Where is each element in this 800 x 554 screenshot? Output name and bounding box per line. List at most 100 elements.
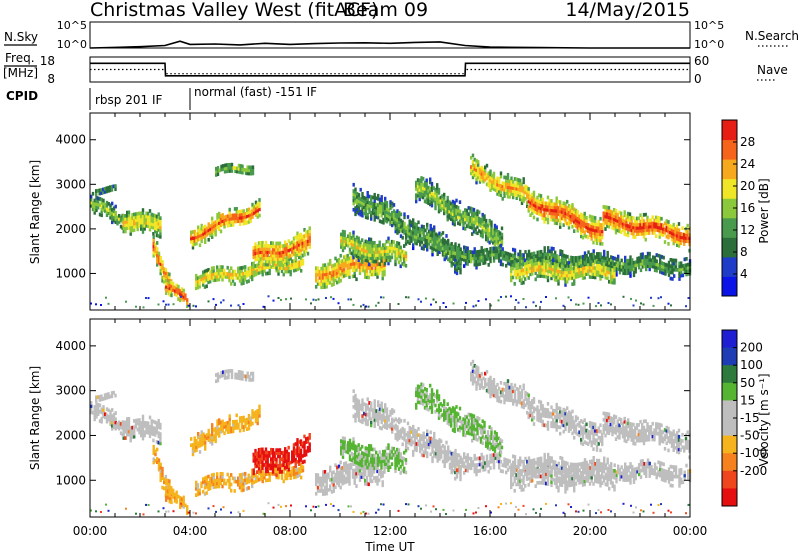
power-cell xyxy=(464,208,467,212)
power-cell xyxy=(375,205,378,210)
power-cell xyxy=(237,219,240,223)
power-cell xyxy=(366,249,369,254)
power-cell xyxy=(431,227,434,232)
power-cell xyxy=(211,232,214,236)
power-cell xyxy=(580,228,583,232)
power-cell xyxy=(244,211,247,216)
power-cell xyxy=(294,244,297,249)
power-cell xyxy=(494,182,497,186)
power-cell xyxy=(492,252,496,257)
power-cell xyxy=(602,268,606,273)
power-cell xyxy=(420,182,423,187)
power-cell xyxy=(348,259,351,264)
power-cell xyxy=(387,211,390,216)
power-cell xyxy=(557,269,560,274)
power-cell xyxy=(339,266,342,271)
velocity-cell xyxy=(112,412,116,417)
power-cell xyxy=(234,166,237,170)
power-cell xyxy=(148,221,152,226)
power-cell xyxy=(491,252,494,257)
power-cell xyxy=(161,263,164,267)
power-cell xyxy=(587,226,590,230)
power-cell xyxy=(505,254,508,259)
power-cell xyxy=(133,215,136,220)
power-cell xyxy=(567,261,571,265)
power-cell xyxy=(569,220,572,225)
power-cell xyxy=(444,203,448,208)
power-cell xyxy=(527,196,530,201)
power-cell xyxy=(574,218,578,222)
power-cell xyxy=(657,297,660,300)
power-cell xyxy=(126,213,129,218)
power-cell xyxy=(505,257,508,262)
power-cell xyxy=(566,199,569,204)
power-cell xyxy=(470,171,473,176)
velocity-cell xyxy=(256,418,259,423)
power-cell xyxy=(520,268,523,273)
power-cell xyxy=(495,241,498,245)
power-cell xyxy=(620,224,623,228)
velocity-cell xyxy=(163,486,166,491)
power-cell xyxy=(473,256,476,261)
power-cell xyxy=(96,188,100,193)
power-cell xyxy=(664,272,667,276)
power-cell xyxy=(140,214,143,219)
velocity-cell xyxy=(216,431,219,436)
power-cell xyxy=(488,240,491,245)
power-cell xyxy=(500,296,502,298)
velocity-cell xyxy=(240,479,243,483)
power-cell xyxy=(237,304,240,307)
power-cell xyxy=(515,258,518,262)
power-cell xyxy=(246,211,249,215)
power-cell xyxy=(433,237,436,242)
velocity-cell xyxy=(271,454,275,458)
power-cell xyxy=(270,244,273,249)
power-cell xyxy=(543,274,546,279)
power-cell xyxy=(127,219,131,224)
velocity-cell xyxy=(266,463,269,467)
power-cell xyxy=(553,265,557,269)
power-cell xyxy=(286,269,289,274)
power-cell xyxy=(190,236,193,241)
power-cell xyxy=(387,246,390,250)
power-cell xyxy=(649,227,653,232)
power-cell xyxy=(448,206,451,211)
power-cell xyxy=(280,260,284,264)
velocity-cell xyxy=(211,426,214,430)
power-cell xyxy=(348,235,352,239)
power-cell xyxy=(625,265,629,269)
power-cell xyxy=(251,274,254,279)
power-cell xyxy=(645,258,648,262)
power-cell xyxy=(343,274,346,278)
power-cell xyxy=(452,247,455,252)
power-cell xyxy=(557,209,560,213)
power-cell xyxy=(427,188,430,193)
power-cell xyxy=(639,262,643,266)
velocity-cell xyxy=(270,457,273,461)
power-cell xyxy=(635,216,639,221)
power-cell xyxy=(159,225,162,230)
power-cell xyxy=(334,275,337,279)
power-cell xyxy=(443,195,446,200)
power-cell xyxy=(460,219,463,224)
power-cell xyxy=(585,234,588,239)
velocity-cell xyxy=(275,469,278,473)
power-cell xyxy=(484,254,487,259)
power-cell xyxy=(100,188,103,192)
velocity-cell xyxy=(129,435,132,440)
power-cell xyxy=(348,275,351,279)
power-cell xyxy=(441,206,444,211)
power-cell xyxy=(628,224,632,229)
power-cell xyxy=(471,250,475,255)
power-cell xyxy=(515,186,518,191)
power-cell xyxy=(347,237,350,242)
power-colorbar-segment xyxy=(722,198,737,219)
velocity-cell xyxy=(286,473,289,478)
power-cell xyxy=(365,272,369,276)
power-cell xyxy=(429,190,432,194)
power-cell xyxy=(595,305,597,308)
power-cell xyxy=(271,244,275,249)
power-cell xyxy=(418,194,421,198)
power-cell xyxy=(553,277,557,282)
velocity-cell xyxy=(212,485,215,490)
